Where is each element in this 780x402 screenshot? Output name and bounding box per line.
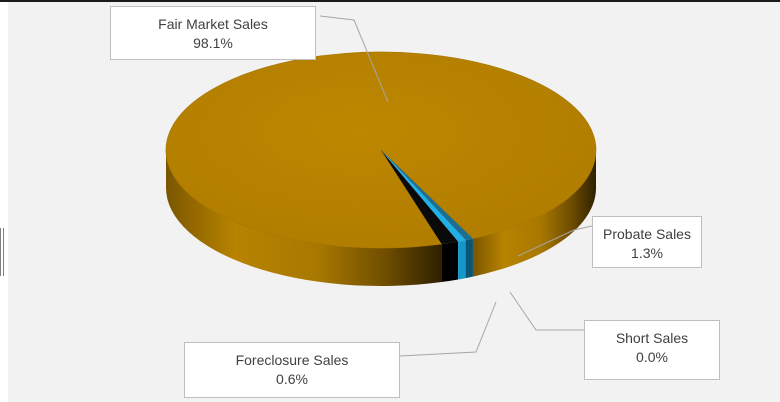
label-foreclosure-sales-value: 0.6% — [276, 371, 308, 387]
label-probate-sales-value: 1.3% — [631, 245, 663, 261]
left-edge-tick-inner — [3, 228, 4, 276]
label-probate-sales-name: Probate Sales — [603, 226, 691, 242]
slice-side-fair-market-sales — [166, 150, 442, 286]
left-edge-tick — [0, 228, 1, 276]
label-foreclosure-sales: Foreclosure Sales 0.6% — [184, 342, 400, 398]
slice-foreclosure-sales — [381, 150, 473, 241]
pie-chart — [165, 15, 597, 357]
leader-fair-market-sales — [319, 15, 389, 103]
label-short-sales: Short Sales 0.0% — [584, 320, 720, 380]
label-short-sales-value: 0.0% — [636, 349, 668, 365]
leader-probate-sales — [517, 225, 593, 257]
slice-probate-sales — [381, 150, 459, 245]
leader-short-sales — [509, 291, 584, 331]
slice-fair-market-sales — [165, 51, 597, 249]
top-rule — [0, 0, 780, 2]
label-fair-market-sales: Fair Market Sales 98.1% — [110, 6, 316, 60]
slice-side-fair-market-sales — [472, 150, 596, 277]
label-fair-market-sales-value: 98.1% — [193, 35, 233, 51]
slice-side-foreclosure-sales — [465, 238, 473, 279]
slice-short-sales — [381, 150, 466, 242]
label-fair-market-sales-name: Fair Market Sales — [158, 16, 268, 32]
label-foreclosure-sales-name: Foreclosure Sales — [235, 352, 349, 368]
label-probate-sales: Probate Sales 1.3% — [592, 216, 702, 268]
leader-foreclosure-sales — [399, 301, 497, 357]
slice-side-probate-sales — [441, 241, 459, 283]
slice-side-short-sales — [458, 240, 466, 280]
chart-area: Fair Market Sales 98.1% Probate Sales 1.… — [8, 2, 780, 402]
label-short-sales-name: Short Sales — [615, 330, 689, 346]
